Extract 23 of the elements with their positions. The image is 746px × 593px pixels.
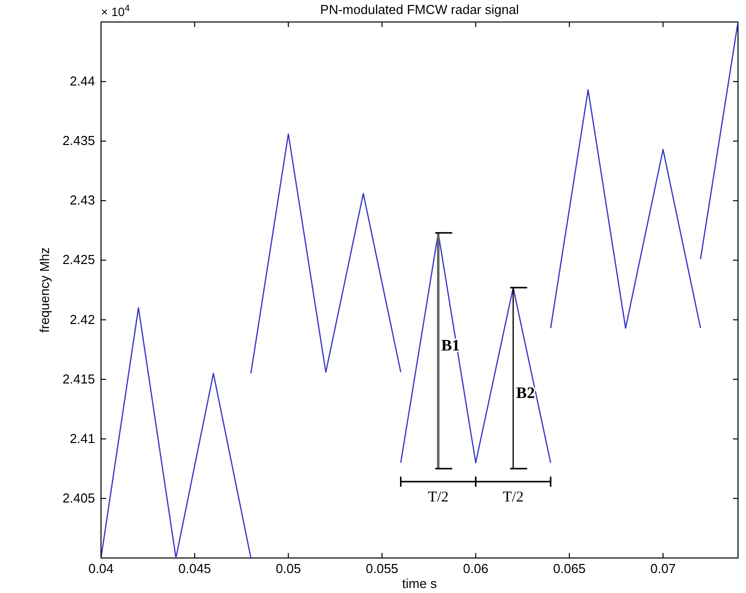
y-axis-title: frequency Mhz [37,247,52,333]
text: × 10$^{4}$ [101,3,130,19]
y-tick-label: 2.425 [62,252,95,268]
y-tick-label: 2.405 [62,490,95,506]
y-tick-label: 2.41 [70,430,95,446]
x-tick-label: 0.05 [276,561,302,576]
x-tick-label: 0.045 [178,561,211,576]
y-tick-label: 2.43 [70,192,95,208]
y-tick-label: 2.44 [70,74,95,89]
x-axis-title: time s [402,576,438,591]
annotation: T/2 [502,490,524,506]
y-tick-label: 2.42 [70,312,95,327]
y-tick-label: 2.415 [62,371,95,386]
chart-title: PN-modulated FMCW radar signal [320,2,519,17]
line-series [250,133,402,374]
x-tick-label: 0.065 [553,561,586,576]
x-tick-label: 0.07 [650,561,676,576]
annotation: B2 [516,385,535,402]
x-tick-label: 0.06 [463,561,488,576]
annotation: T/2 [428,490,449,506]
x-tick-label: 0.04 [88,561,114,576]
x-tick-label: 0.055 [366,561,398,576]
y-tick-label: 2.435 [62,133,95,148]
